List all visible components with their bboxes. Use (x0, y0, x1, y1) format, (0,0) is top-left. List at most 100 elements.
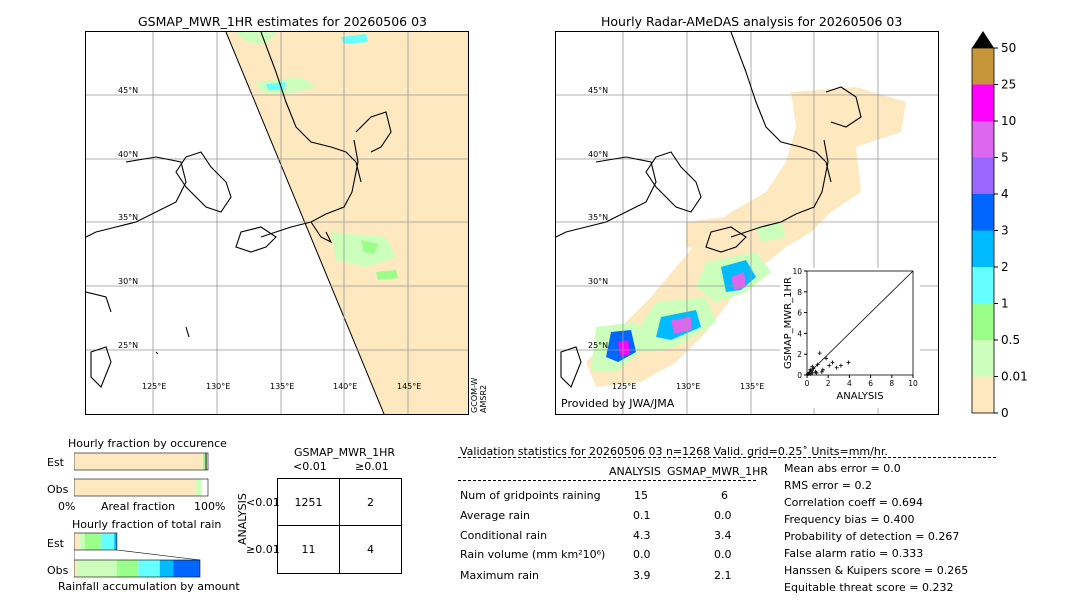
colorbar-segment (972, 340, 994, 377)
scatter-point (834, 365, 839, 370)
right-map-canvas (556, 32, 938, 414)
rain-area (756, 222, 786, 242)
score-line: False alarm ratio = 0.333 (784, 547, 924, 560)
lon-label: 130°E (676, 382, 701, 391)
rain-area (376, 270, 398, 280)
coastlines (86, 32, 392, 388)
analysis-coverage (686, 217, 746, 252)
lat-label: 35°N (588, 213, 609, 222)
lat-label: 30°N (588, 277, 609, 286)
contingency-cell: 1251 (277, 478, 340, 526)
rainfall-row-label: Obs (47, 564, 69, 577)
colorbar-segment (972, 230, 994, 267)
contingency-col-label: <0.01 (293, 460, 327, 473)
stat-gsmap: 2.1 (714, 569, 732, 582)
stat-gsmap: 0.0 (714, 548, 732, 561)
lon-label: 145°E (397, 382, 422, 391)
stat-label: Maximum rain (460, 569, 539, 582)
colorbar-segment (972, 303, 994, 340)
scatter-diagonal (806, 270, 914, 376)
swath-coverage (226, 32, 468, 414)
scatter-point (838, 363, 843, 368)
lat-label: 45°N (588, 86, 609, 95)
rain-area (341, 34, 368, 44)
colorbar-segment (972, 267, 994, 304)
scatter-plot: 0 2 4 6 8 10 0 2 4 6 8 10 ANALYSIS GSMAP_MWR_1HR (783, 268, 918, 402)
stat-analysis: 0.0 (633, 548, 651, 561)
stacked-bar-segment (202, 453, 206, 470)
scatter-point (817, 351, 822, 356)
colorbar: 50 25 10 5 4 3 2 1 0.5 0.01 0 (971, 31, 1028, 418)
colorbar-segment (972, 157, 994, 194)
colorbar-label: 25 (1001, 78, 1016, 92)
lat-label: 30°N (118, 277, 139, 286)
stat-analysis: 0.1 (633, 509, 651, 522)
colorbar-label: 3 (1001, 224, 1009, 238)
stacked-bar-segment (195, 479, 202, 496)
sensor-label-line: AMSR2 (479, 384, 488, 413)
lat-label: 25°N (118, 341, 139, 350)
scatter-point (846, 360, 851, 365)
colorbar-label: 10 (1001, 114, 1016, 128)
sensor-label-line: GCOM-W (470, 377, 479, 413)
stat-analysis: 4.3 (633, 529, 651, 542)
rainfall-row-label: Est (47, 537, 64, 550)
score-line: Hanssen & Kuipers score = 0.265 (784, 564, 969, 577)
scatter-y-tick-label: 4 (797, 329, 802, 338)
stacked-bar-segment (74, 453, 203, 470)
scatter-y-tick-label: 6 (797, 309, 802, 318)
scatter-x-tick-label: 2 (826, 379, 831, 388)
stacked-bar-segment (74, 533, 80, 550)
lat-label: 40°N (588, 150, 609, 159)
colorbar-segment (972, 84, 994, 121)
stacked-bar-outline (74, 452, 209, 471)
lat-label: 35°N (118, 213, 139, 222)
coastlines (556, 32, 862, 388)
lon-label: 130°E (206, 382, 231, 391)
scatter-ylabel: GSMAP_MWR_1HR (783, 277, 794, 369)
contingency-cell: 11 (277, 525, 340, 574)
score-line: Equitable threat score = 0.232 (784, 581, 954, 594)
stat-gsmap: 3.4 (714, 529, 732, 542)
lon-label: 135°E (740, 382, 765, 391)
scatter-y-tick-label: 10 (792, 268, 802, 276)
colorbar-segment (972, 48, 994, 85)
stacked-bar-segment (173, 560, 200, 577)
rain-area (361, 240, 378, 254)
rain-area (671, 317, 691, 334)
score-line: Probability of detection = 0.267 (784, 530, 960, 543)
lon-label: 135°E (270, 382, 295, 391)
scatter-x-tick-label: 8 (889, 379, 894, 388)
colorbar-label: 5 (1001, 151, 1009, 165)
scatter-point (808, 367, 813, 372)
scatter-x-tick-label: 6 (868, 379, 873, 388)
score-line: Mean abs error = 0.0 (784, 462, 901, 475)
rain-area (236, 32, 276, 44)
colorbar-segment (972, 376, 994, 413)
map-grid (86, 32, 468, 414)
scatter-inset: 0 2 4 6 8 10 0 2 4 6 8 10 ANALYSIS GSMAP_MWR_1HR (780, 268, 920, 408)
colorbar-segment (972, 121, 994, 158)
colorbar-label: 2 (1001, 260, 1009, 274)
scatter-x-tick-label: 10 (908, 379, 918, 388)
scatter-x-tick-label: 4 (847, 379, 852, 388)
scatter-y-tick-label: 2 (797, 350, 802, 359)
lat-label: 45°N (118, 86, 139, 95)
stat-label: Conditional rain (460, 529, 548, 542)
scatter-xlabel: ANALYSIS (836, 391, 883, 402)
stacked-bar-outline (74, 478, 209, 497)
rainfall-bars (74, 532, 201, 578)
stacked-bar-segment (74, 560, 77, 577)
lon-label: 125°E (142, 382, 167, 391)
occurrence-tick: 0% (58, 500, 76, 513)
lon-label: 140°E (333, 382, 358, 391)
colorbar-label: 0.5 (1001, 333, 1020, 347)
occurrence-xlabel: Areal fraction (101, 500, 176, 513)
left-map-title: GSMAP_MWR_1HR estimates for 20260506 03 (138, 14, 427, 29)
validation-divider (458, 480, 756, 481)
occurrence-title: Hourly fraction by occurence (68, 437, 227, 450)
stacked-bar-segment (201, 479, 208, 496)
stat-gsmap: 0.0 (714, 509, 732, 522)
stacked-bar-segment (114, 533, 117, 550)
right-map: 45°N 40°N 35°N 30°N 25°N 125°E 130°E 135… (555, 31, 939, 415)
